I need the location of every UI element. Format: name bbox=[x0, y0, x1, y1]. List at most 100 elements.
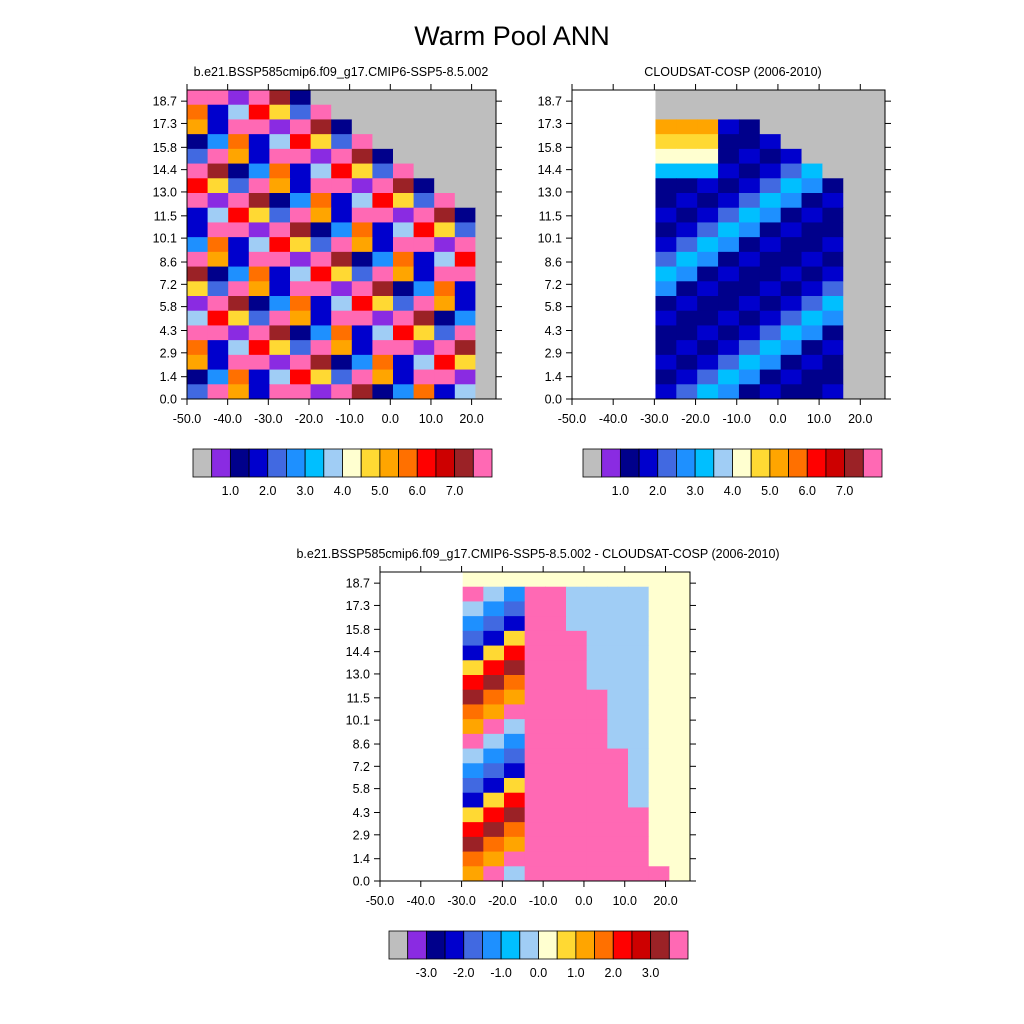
heatmap-cell bbox=[524, 704, 546, 720]
heatmap-cell bbox=[780, 325, 803, 341]
heatmap-cell bbox=[718, 281, 740, 297]
heatmap-cell bbox=[290, 134, 312, 150]
heatmap-cell bbox=[864, 266, 886, 282]
heatmap-cell bbox=[759, 163, 782, 179]
heatmap-cell bbox=[759, 266, 782, 282]
heatmap-cell bbox=[822, 222, 844, 238]
y-tick-label: 18.7 bbox=[538, 95, 562, 109]
heatmap-cell bbox=[483, 807, 505, 823]
heatmap-cell bbox=[454, 90, 476, 106]
heatmap-cell bbox=[545, 689, 567, 705]
colorbar-swatch bbox=[304, 448, 325, 478]
colorbar-swatch bbox=[192, 448, 213, 478]
heatmap-cell bbox=[655, 178, 677, 194]
y-tick-label: 2.9 bbox=[353, 828, 370, 842]
heatmap-cell bbox=[801, 325, 823, 341]
heatmap-cell bbox=[351, 104, 373, 120]
heatmap-cell bbox=[310, 178, 332, 194]
heatmap-cell bbox=[566, 836, 588, 853]
heatmap-cell bbox=[843, 340, 865, 356]
heatmap-cell bbox=[697, 178, 719, 194]
heatmap-cell bbox=[207, 222, 229, 238]
heatmap-cell bbox=[864, 281, 886, 297]
heatmap-cell bbox=[759, 251, 782, 268]
heatmap-cell bbox=[393, 251, 415, 268]
x-tick-label: -10.0 bbox=[722, 412, 751, 426]
heatmap-cell bbox=[545, 836, 567, 853]
heatmap-cell bbox=[759, 340, 782, 356]
heatmap-cell bbox=[524, 689, 546, 705]
heatmap-cell bbox=[676, 384, 698, 400]
heatmap-cell bbox=[586, 836, 608, 853]
heatmap-cell bbox=[290, 119, 312, 135]
heatmap-cell bbox=[290, 104, 312, 120]
heatmap-cell bbox=[864, 134, 886, 150]
heatmap-cell bbox=[393, 310, 415, 326]
x-tick-label: -40.0 bbox=[407, 894, 436, 908]
heatmap-cell bbox=[648, 778, 670, 794]
colorbar-swatch bbox=[416, 448, 437, 478]
heatmap-cell bbox=[759, 148, 782, 165]
heatmap-cell bbox=[843, 222, 865, 238]
heatmap-cell bbox=[454, 369, 476, 385]
heatmap-cell bbox=[372, 281, 394, 297]
colorbar-swatch bbox=[713, 448, 733, 478]
heatmap-cell bbox=[566, 792, 588, 808]
heatmap-cell bbox=[655, 251, 677, 268]
colorbar-label: 1.0 bbox=[567, 966, 584, 980]
x-tick-label: -40.0 bbox=[599, 412, 628, 426]
heatmap-cell bbox=[648, 572, 670, 588]
heatmap-cell bbox=[187, 134, 209, 150]
heatmap-cell bbox=[504, 733, 526, 750]
heatmap-cell bbox=[372, 266, 394, 282]
heatmap-cell bbox=[207, 134, 229, 150]
heatmap-cell bbox=[269, 266, 291, 282]
heatmap-cell bbox=[801, 222, 823, 238]
colorbar-label: 1.0 bbox=[222, 484, 239, 498]
heatmap-cell bbox=[655, 325, 677, 341]
heatmap-cell bbox=[628, 689, 650, 705]
heatmap-cell bbox=[372, 134, 394, 150]
heatmap-cell bbox=[566, 763, 588, 779]
heatmap-cell bbox=[586, 866, 608, 882]
heatmap-cell bbox=[187, 325, 209, 341]
heatmap-cell bbox=[628, 586, 650, 602]
heatmap-cell bbox=[676, 178, 698, 194]
heatmap-cell bbox=[331, 207, 353, 223]
heatmap-cell bbox=[801, 369, 823, 385]
heatmap-cell bbox=[462, 748, 484, 764]
heatmap-cell bbox=[462, 733, 484, 750]
colorbar-swatch bbox=[388, 930, 409, 960]
heatmap-cell bbox=[310, 104, 332, 120]
heatmap-cell bbox=[248, 134, 270, 150]
heatmap-cell bbox=[331, 310, 353, 326]
colorbar-label: 2.0 bbox=[259, 484, 276, 498]
heatmap-cell bbox=[310, 90, 332, 106]
heatmap-cell bbox=[780, 281, 803, 297]
heatmap-cell bbox=[228, 281, 250, 297]
heatmap-cell bbox=[780, 340, 803, 356]
heatmap-cell bbox=[759, 369, 782, 385]
heatmap-cell bbox=[545, 807, 567, 823]
heatmap-cell bbox=[187, 193, 209, 209]
heatmap-cell bbox=[187, 119, 209, 135]
heatmap-cell bbox=[655, 207, 677, 223]
heatmap-cell bbox=[393, 148, 415, 165]
heatmap-cell bbox=[524, 866, 546, 882]
heatmap-cell bbox=[586, 586, 608, 602]
heatmap-cell bbox=[310, 251, 332, 268]
heatmap-cell bbox=[628, 822, 650, 838]
heatmap-cell bbox=[290, 207, 312, 223]
heatmap-cell bbox=[331, 222, 353, 238]
heatmap-cell bbox=[483, 822, 505, 838]
heatmap-cell bbox=[269, 369, 291, 385]
heatmap-cell bbox=[655, 134, 677, 150]
colorbar-label: 6.0 bbox=[409, 484, 426, 498]
heatmap-cell bbox=[504, 866, 526, 882]
heatmap-cell bbox=[718, 325, 740, 341]
heatmap-cell bbox=[676, 119, 698, 135]
heatmap-cell bbox=[372, 369, 394, 385]
heatmap-cell bbox=[434, 193, 456, 209]
heatmap-cell bbox=[434, 178, 456, 194]
heatmap-cell bbox=[822, 134, 844, 150]
